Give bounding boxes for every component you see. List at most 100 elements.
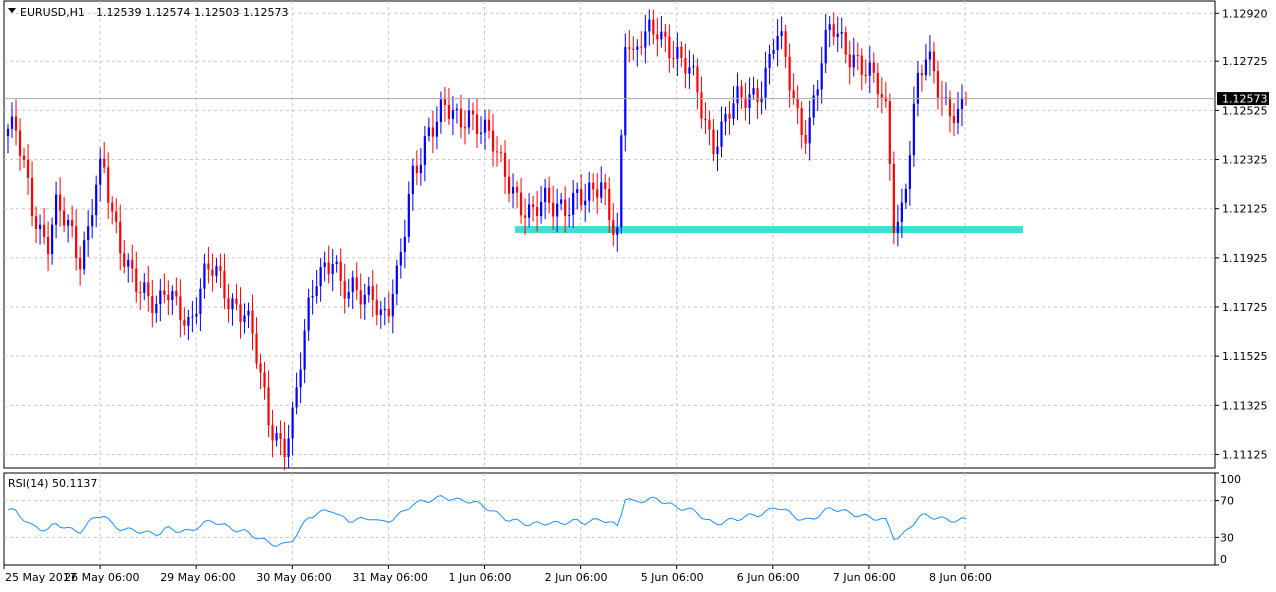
candle-body[interactable] (511, 187, 515, 194)
candle-body[interactable] (880, 94, 883, 98)
candle-body[interactable] (14, 116, 18, 131)
candle-body[interactable] (888, 101, 891, 164)
candle-body[interactable] (948, 97, 952, 117)
candle-body[interactable] (588, 182, 591, 201)
candle-body[interactable] (548, 187, 551, 203)
candle-body[interactable] (223, 270, 226, 299)
candle-body[interactable] (544, 187, 547, 203)
candle-body[interactable] (303, 330, 306, 370)
candle-body[interactable] (279, 433, 282, 439)
candle-body[interactable] (343, 280, 346, 299)
candle-body[interactable] (371, 286, 374, 300)
candle-body[interactable] (155, 304, 158, 313)
candle-body[interactable] (700, 92, 703, 119)
candle-body[interactable] (447, 104, 451, 119)
candle-body[interactable] (780, 31, 783, 37)
candle-body[interactable] (355, 277, 358, 291)
candle-body[interactable] (920, 72, 924, 76)
candle-body[interactable] (572, 192, 575, 215)
candle-body[interactable] (411, 165, 414, 195)
candle-body[interactable] (616, 227, 619, 235)
candle-body[interactable] (18, 130, 22, 156)
candle-body[interactable] (327, 262, 330, 274)
candle-body[interactable] (339, 261, 342, 281)
candle-body[interactable] (30, 177, 34, 217)
candle-body[interactable] (736, 86, 739, 104)
candle-body[interactable] (816, 89, 819, 96)
candle-body[interactable] (696, 66, 699, 93)
candle-body[interactable] (515, 187, 519, 193)
candle-body[interactable] (824, 29, 827, 64)
candle-body[interactable] (884, 97, 887, 102)
candle-body[interactable] (75, 226, 78, 258)
candle-body[interactable] (640, 46, 643, 48)
candle-body[interactable] (812, 95, 815, 118)
candle-body[interactable] (91, 215, 94, 227)
candle-body[interactable] (752, 88, 755, 95)
candle-body[interactable] (55, 194, 58, 225)
candle-body[interactable] (71, 220, 74, 227)
candle-body[interactable] (83, 240, 86, 270)
candle-body[interactable] (119, 221, 122, 254)
candle-body[interactable] (331, 263, 334, 274)
candle-body[interactable] (804, 135, 807, 144)
candle-body[interactable] (335, 261, 338, 264)
candle-body[interactable] (99, 158, 102, 185)
price-axis[interactable]: 1.12920 1.12725 1.12525 1.12325 1.12125 1.119… (1215, 7, 1268, 461)
candle-body[interactable] (564, 199, 567, 216)
candle-body[interactable] (652, 19, 655, 35)
candle-body[interactable] (676, 46, 679, 59)
candle-body[interactable] (503, 152, 507, 177)
candle-body[interactable] (415, 165, 418, 174)
candle-body[interactable] (796, 98, 799, 109)
candle-body[interactable] (187, 316, 190, 326)
candle-body[interactable] (307, 297, 310, 331)
candle-body[interactable] (624, 47, 627, 136)
candle-body[interactable] (267, 387, 270, 426)
candle-body[interactable] (912, 103, 915, 156)
candle-body[interactable] (668, 36, 671, 59)
candle-body[interactable] (536, 207, 539, 217)
candle-body[interactable] (772, 50, 775, 54)
candle-body[interactable] (628, 47, 631, 49)
candle-body[interactable] (800, 108, 803, 136)
candle-body[interactable] (347, 291, 350, 299)
candle-body[interactable] (103, 158, 106, 168)
candle-body[interactable] (916, 72, 919, 104)
candle-body[interactable] (576, 189, 579, 193)
candle-body[interactable] (255, 333, 258, 364)
candle-body[interactable] (175, 291, 178, 297)
candle-body[interactable] (556, 203, 559, 217)
candle-body[interactable] (95, 184, 98, 216)
candle-body[interactable] (143, 282, 146, 293)
candle-body[interactable] (59, 194, 62, 211)
candle-body[interactable] (784, 31, 787, 57)
candle-body[interactable] (924, 59, 928, 76)
candle-body[interactable] (291, 407, 294, 439)
candle-body[interactable] (419, 164, 422, 174)
candle-body[interactable] (395, 265, 398, 294)
candle-body[interactable] (720, 121, 723, 147)
candle-body[interactable] (131, 259, 134, 269)
candle-body[interactable] (792, 90, 795, 99)
candle-body[interactable] (163, 290, 166, 295)
candle-body[interactable] (820, 63, 823, 90)
candle-body[interactable] (219, 265, 222, 271)
candle-body[interactable] (363, 294, 366, 305)
candle-body[interactable] (22, 155, 26, 160)
candle-body[interactable] (612, 220, 615, 235)
candle-body[interactable] (403, 236, 406, 253)
candle-body[interactable] (203, 263, 206, 289)
candle-body[interactable] (431, 127, 434, 137)
candle-body[interactable] (63, 210, 66, 226)
candle-body[interactable] (471, 110, 475, 115)
candle-body[interactable] (728, 114, 731, 119)
candle-body[interactable] (952, 116, 956, 124)
candle-body[interactable] (956, 109, 960, 124)
candle-body[interactable] (387, 308, 390, 317)
candle-body[interactable] (183, 320, 186, 326)
candle-body[interactable] (788, 56, 791, 91)
candle-body[interactable] (644, 31, 647, 48)
candle-body[interactable] (147, 282, 150, 297)
